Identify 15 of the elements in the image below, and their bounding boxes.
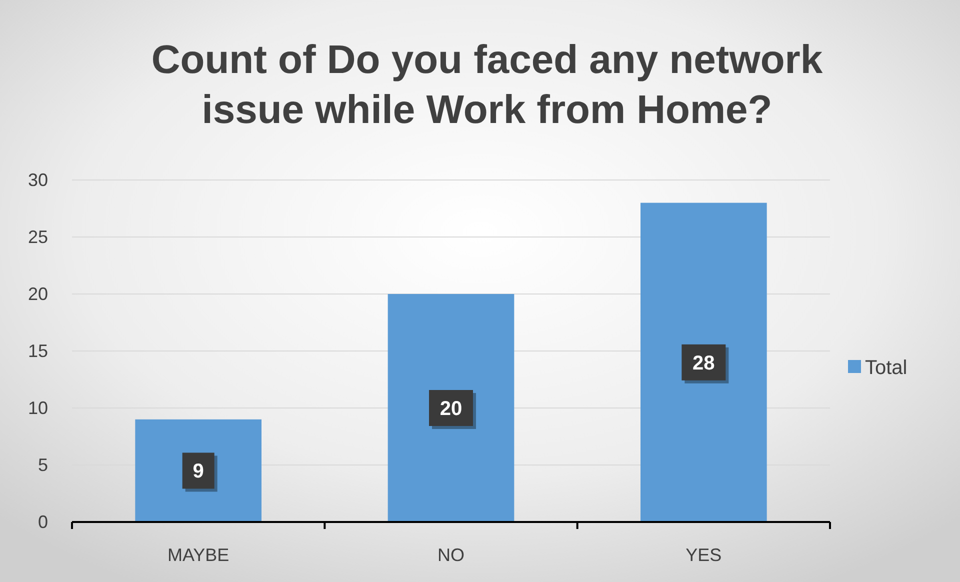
chart-title: Count of Do you faced any network issue while Work from Home?	[151, 38, 824, 132]
y-tick-label: 0	[38, 512, 48, 532]
y-tick-label: 10	[28, 398, 48, 418]
x-tick-label: NO	[438, 545, 464, 565]
y-tick-label: 25	[28, 227, 48, 247]
y-tick-label: 20	[28, 284, 48, 304]
data-label: 28	[692, 352, 715, 374]
x-tick-label: YES	[686, 545, 722, 565]
data-label: 20	[440, 398, 462, 420]
data-label: 9	[192, 460, 204, 483]
x-tick-label: MAYBE	[167, 545, 230, 565]
legend-label: Total	[865, 357, 908, 379]
y-tick-label: 30	[28, 170, 48, 190]
y-tick-label: 15	[28, 341, 48, 361]
y-tick-label: 5	[38, 455, 48, 475]
